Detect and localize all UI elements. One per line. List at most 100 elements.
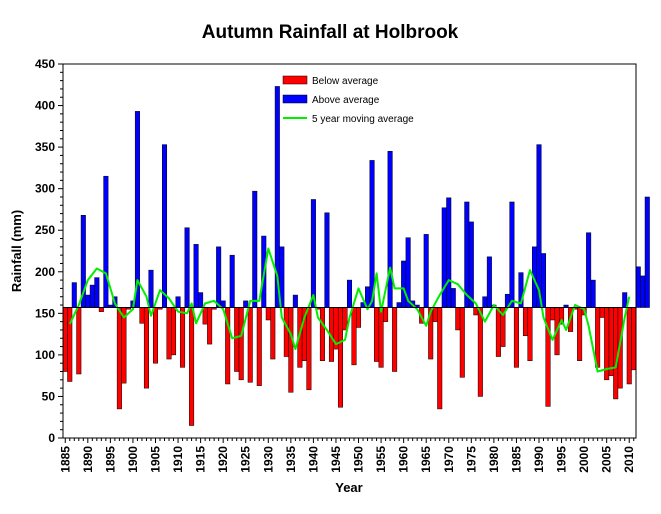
bar-1969 <box>441 207 447 308</box>
y-axis-label: Rainfall (mm) <box>9 210 24 292</box>
bar-1977 <box>477 307 483 397</box>
legend-swatch-1 <box>282 94 308 104</box>
bar-1924 <box>238 307 244 381</box>
bar-1915 <box>198 292 204 308</box>
bar-1993 <box>550 307 556 321</box>
bar-1893 <box>98 307 104 312</box>
bar-1885 <box>62 307 68 372</box>
y-tick-label-100: 100 <box>35 348 55 362</box>
bar-1948 <box>346 279 352 308</box>
bar-1958 <box>392 307 398 372</box>
x-tick-label-1920: 1920 <box>216 446 230 473</box>
x-tick-label-1995: 1995 <box>555 446 569 473</box>
bar-1972 <box>455 307 461 331</box>
bar-1923 <box>234 307 240 372</box>
bar-1959 <box>396 302 402 308</box>
x-tick-label-1975: 1975 <box>464 446 478 473</box>
bar-2003 <box>595 307 601 368</box>
x-tick-label-1885: 1885 <box>58 446 72 473</box>
bar-1905 <box>152 307 159 364</box>
bar-1912 <box>184 227 190 308</box>
bar-1965 <box>423 234 429 308</box>
bar-1898 <box>121 307 127 384</box>
x-tick-label-1980: 1980 <box>487 446 501 473</box>
bar-1954 <box>374 307 380 362</box>
bar-2010 <box>626 307 632 385</box>
bar-2002 <box>590 279 596 308</box>
y-tick-label-0: 0 <box>48 431 55 445</box>
y-tick-label-350: 350 <box>35 140 55 154</box>
bar-1978 <box>482 296 488 308</box>
x-tick-label-1990: 1990 <box>532 446 546 473</box>
y-tick-label-150: 150 <box>35 306 55 320</box>
bar-1949 <box>351 307 357 366</box>
y-tick-label-50: 50 <box>42 389 56 403</box>
bar-1902 <box>139 307 145 324</box>
bar-1897 <box>116 307 122 410</box>
bar-1987 <box>522 307 528 337</box>
x-tick-label-1940: 1940 <box>306 446 320 473</box>
bar-1927 <box>252 190 258 308</box>
legend-label-1: Above average <box>312 95 380 106</box>
bar-1975 <box>468 221 474 308</box>
x-tick-label-1890: 1890 <box>81 446 95 473</box>
bar-2012 <box>635 266 641 308</box>
bar-1999 <box>577 307 583 361</box>
x-tick-label-1925: 1925 <box>239 446 253 473</box>
bar-1925 <box>243 300 249 308</box>
bar-1887 <box>71 282 77 308</box>
bar-1909 <box>171 307 177 356</box>
bar-1946 <box>337 307 343 408</box>
bar-1936 <box>292 294 298 308</box>
bar-1901 <box>134 111 140 308</box>
bar-1960 <box>401 260 407 308</box>
bar-1957 <box>387 151 393 308</box>
bar-1981 <box>495 307 501 357</box>
bar-1930 <box>265 307 271 321</box>
bar-1950 <box>356 307 362 328</box>
moving-average-group <box>68 247 631 373</box>
bar-1914 <box>193 244 199 308</box>
bar-1928 <box>256 307 262 386</box>
bar-1907 <box>162 144 168 308</box>
bar-2014 <box>644 196 650 308</box>
bar-1934 <box>283 307 289 357</box>
bar-1939 <box>306 307 312 391</box>
bar-1979 <box>486 256 492 308</box>
axes-group: 0 50 100 150 200 250 300 350 400 450 1885 1890 1895 1… <box>35 57 637 473</box>
bar-1947 <box>342 307 348 331</box>
bar-1991 <box>541 253 547 308</box>
bar-2011 <box>631 307 637 371</box>
x-tick-label-1985: 1985 <box>509 446 523 473</box>
x-tick-label-2005: 2005 <box>600 446 614 473</box>
bar-1890 <box>85 294 91 308</box>
x-tick-label-1910: 1910 <box>171 446 185 473</box>
bar-1904 <box>148 269 154 308</box>
bar-1973 <box>459 307 465 378</box>
bar-1942 <box>319 307 325 361</box>
x-tick-label-1935: 1935 <box>284 446 298 473</box>
bar-1968 <box>437 307 443 410</box>
x-tick-label-1930: 1930 <box>261 446 275 473</box>
bar-1888 <box>76 307 82 375</box>
bar-1894 <box>103 175 109 308</box>
y-tick-label-200: 200 <box>35 265 55 279</box>
bar-2009 <box>622 292 628 308</box>
bar-1967 <box>432 307 438 322</box>
bar-1916 <box>202 307 208 325</box>
bar-1908 <box>166 307 172 360</box>
x-tick-label-1945: 1945 <box>329 446 343 473</box>
x-tick-label-2010: 2010 <box>622 446 636 473</box>
bar-1917 <box>207 307 213 345</box>
x-tick-label-2000: 2000 <box>577 446 591 473</box>
bar-1903 <box>143 307 149 389</box>
bar-1913 <box>189 307 195 426</box>
bar-2006 <box>608 307 614 376</box>
bar-1984 <box>509 201 515 308</box>
bar-1922 <box>229 254 235 308</box>
bar-1940 <box>310 199 316 308</box>
bar-1926 <box>247 307 253 383</box>
bar-1988 <box>527 307 533 361</box>
legend: Below average Above average 5 year moving … <box>282 75 414 125</box>
